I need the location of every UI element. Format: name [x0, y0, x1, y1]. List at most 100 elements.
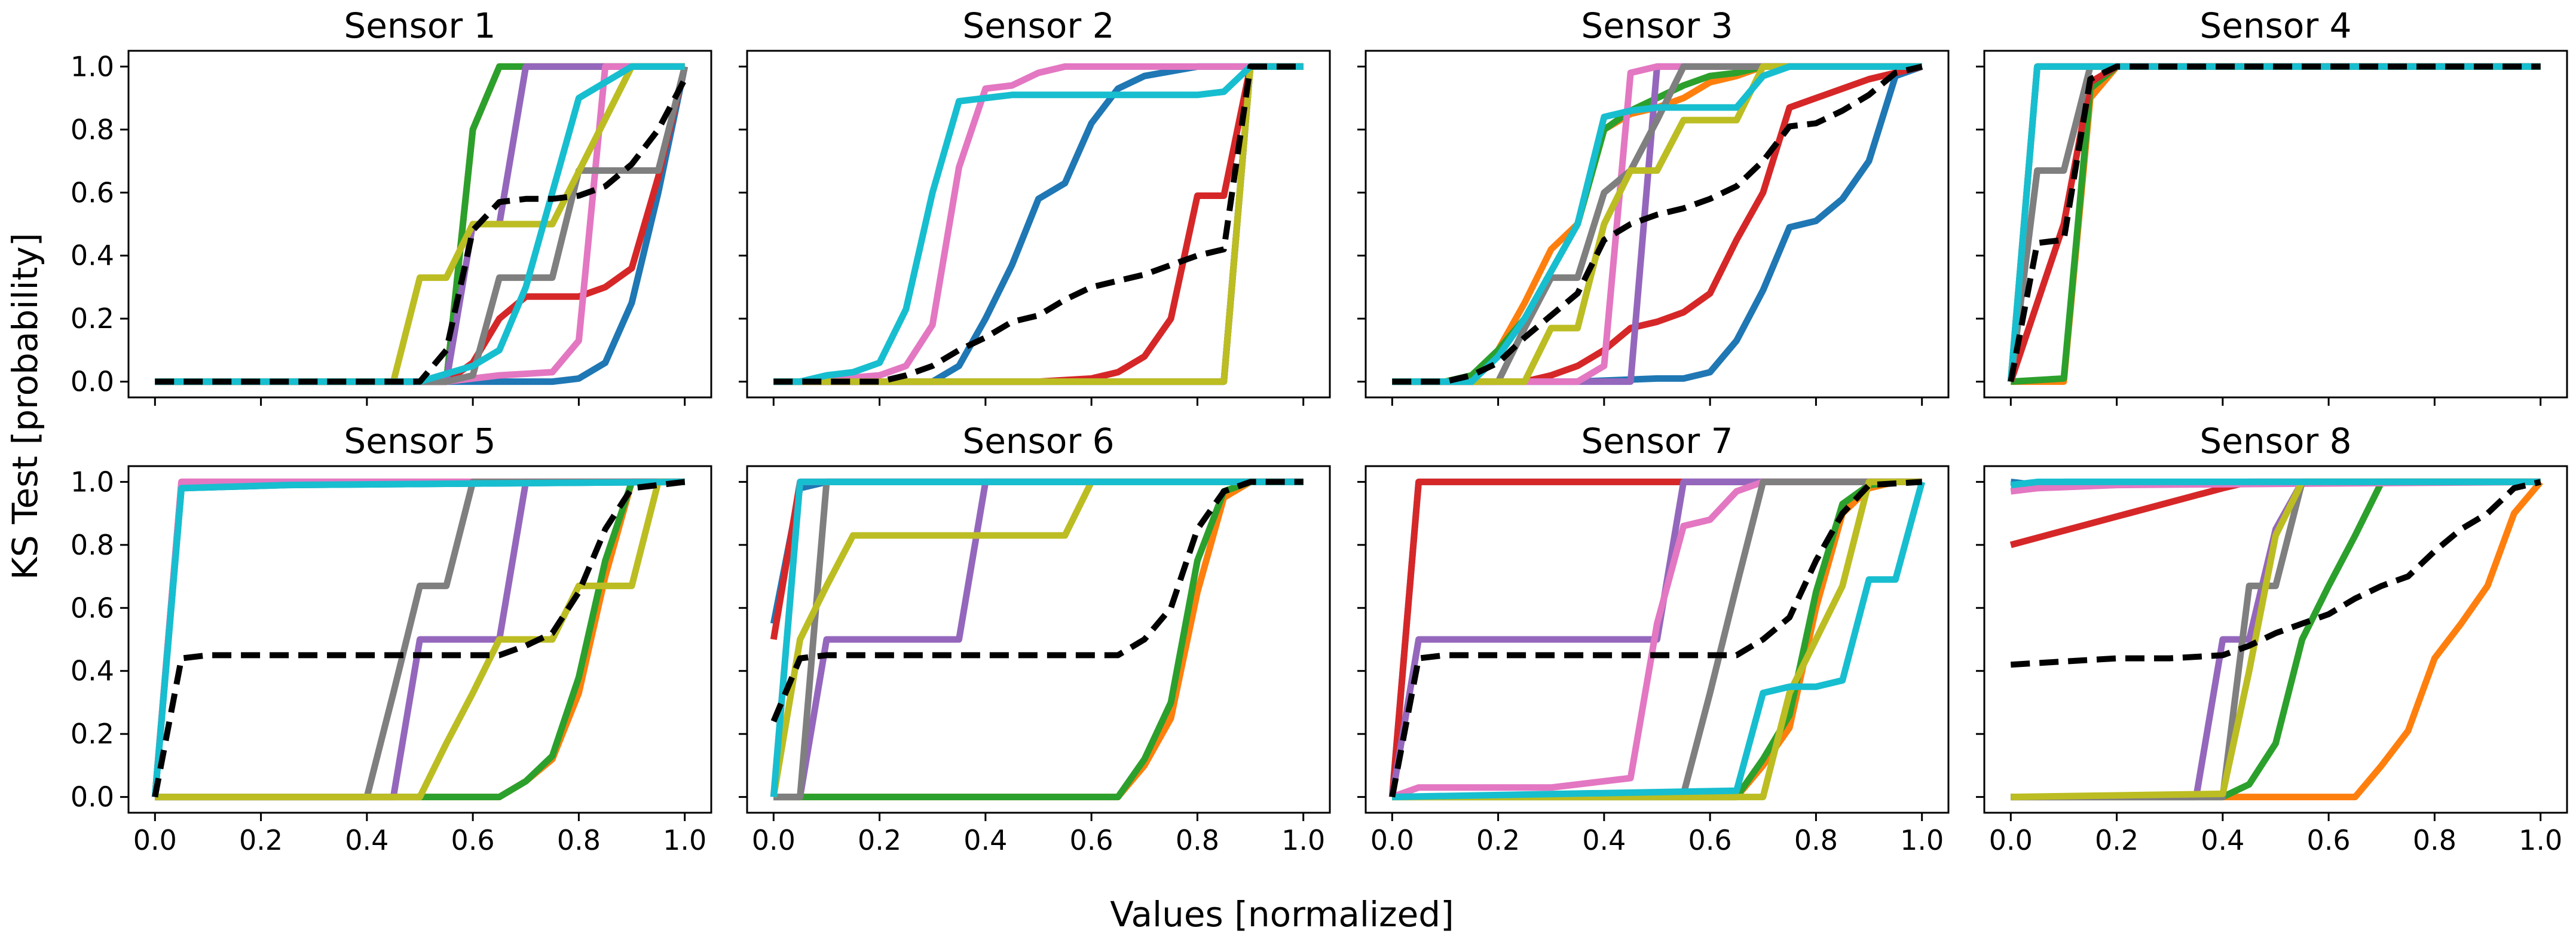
subplot-grid: Sensor 1 0.0 0.2 0.4 0.6 0.8 1.0 Sensor 2 Sensor… — [71, 5, 2568, 856]
y-tick-label: 0.4 — [71, 655, 114, 687]
plot-frame — [1365, 50, 1950, 399]
series-line-green — [2011, 478, 2541, 801]
plot-frame — [1365, 465, 1950, 814]
series-line-cyan — [155, 63, 685, 385]
series-line-cyan — [1392, 63, 1922, 385]
subplot-sensor-5: Sensor 5 0.0 0.2 0.4 0.6 0.8 1.0 0.0 0.2 0.4 0.6 0.… — [71, 421, 712, 856]
series-line-mean — [155, 78, 688, 385]
y-tick-label: 0.6 — [71, 592, 114, 624]
series-group — [773, 63, 1304, 385]
series-line-olive — [1392, 63, 1922, 385]
subplot-title: Sensor 5 — [344, 421, 495, 461]
x-tick-label: 0.0 — [752, 824, 796, 856]
series-line-olive — [155, 63, 685, 385]
series-line-blue — [1392, 63, 1923, 385]
x-tick-label: 1.0 — [1281, 824, 1325, 856]
subplot-title: Sensor 8 — [2199, 421, 2351, 461]
y-tick-label: 0.2 — [71, 302, 114, 335]
x-tick-label: 0.2 — [2095, 824, 2138, 856]
series-line-cyan — [1392, 480, 1926, 801]
subplot-sensor-2: Sensor 2 — [739, 5, 1331, 406]
series-line-gray — [1392, 63, 1922, 385]
y-tick-label: 0.8 — [71, 114, 114, 146]
subplot-title: Sensor 7 — [1581, 421, 1733, 461]
x-tick-label: 0.8 — [1176, 824, 1219, 856]
x-tick-label: 0.8 — [2413, 824, 2456, 856]
series-line-cyan — [151, 478, 685, 798]
x-axis-label: Values [normalized] — [1110, 894, 1454, 935]
series-line-cyan — [2010, 478, 2541, 489]
series-group — [2007, 63, 2541, 385]
series-group — [1388, 478, 1926, 801]
plot-frame — [746, 50, 1331, 399]
series-line-cyan — [770, 478, 1304, 798]
x-tick-label: 1.0 — [663, 824, 706, 856]
x-tick-label: 0.2 — [1476, 824, 1520, 856]
subplot-sensor-8: Sensor 8 0.0 0.2 0.4 0.6 0.8 1.0 — [1976, 421, 2568, 856]
subplot-sensor-3: Sensor 3 — [1357, 5, 1950, 406]
plot-frame — [127, 50, 712, 399]
series-line-mean — [1389, 479, 1922, 798]
series-line-pink — [1391, 478, 1922, 800]
x-tick-label: 0.6 — [1688, 824, 1732, 856]
x-tick-label: 1.0 — [2519, 824, 2562, 856]
subplot-title: Sensor 1 — [344, 5, 495, 46]
y-tick-label: 0.8 — [71, 529, 114, 561]
series-group — [155, 63, 689, 385]
x-tick-label: 0.0 — [1989, 824, 2033, 856]
series-line-green — [155, 478, 685, 801]
x-tick-label: 0.2 — [858, 824, 901, 856]
plot-frame — [746, 465, 1331, 814]
x-tick-label: 0.4 — [1582, 824, 1626, 856]
series-group — [151, 478, 686, 801]
x-tick-label: 0.2 — [239, 824, 283, 856]
plot-frame — [1983, 465, 2568, 814]
x-tick-label: 0.0 — [133, 824, 177, 856]
subplot-title: Sensor 6 — [962, 421, 1114, 461]
subplot-sensor-1: Sensor 1 0.0 0.2 0.4 0.6 0.8 1.0 — [71, 5, 712, 406]
y-tick-label: 0.6 — [71, 176, 114, 209]
x-tick-label: 0.6 — [2307, 824, 2351, 856]
series-line-red — [1392, 63, 1923, 385]
series-group — [770, 478, 1304, 801]
y-axis-label: KS Test [probability] — [5, 233, 45, 580]
plot-frame — [1983, 50, 2568, 399]
y-tick-label: 0.0 — [71, 781, 114, 813]
series-group — [1392, 63, 1923, 385]
subplot-title: Sensor 3 — [1581, 5, 1733, 46]
x-tick-label: 0.4 — [963, 824, 1007, 856]
y-tick-label: 1.0 — [71, 50, 114, 82]
y-tick-label: 1.0 — [71, 466, 114, 498]
y-tick-label: 0.0 — [71, 366, 114, 398]
series-line-mean — [773, 63, 1304, 385]
y-tick-label: 0.4 — [71, 240, 114, 272]
subplot-sensor-7: Sensor 7 0.0 0.2 0.4 0.6 0.8 1.0 — [1357, 421, 1950, 856]
series-line-mean — [2011, 479, 2541, 668]
plot-frame — [127, 465, 712, 814]
x-tick-label: 0.4 — [345, 824, 388, 856]
series-line-blue — [773, 63, 1304, 385]
subplot-title: Sensor 4 — [2199, 5, 2351, 46]
series-line-mean — [1392, 63, 1923, 385]
subplot-title: Sensor 2 — [962, 5, 1114, 46]
series-line-pink — [773, 63, 1304, 385]
y-tick-label: 0.2 — [71, 718, 114, 750]
x-tick-label: 0.8 — [557, 824, 601, 856]
x-tick-label: 0.6 — [1070, 824, 1113, 856]
series-group — [2009, 478, 2543, 801]
series-line-mean — [770, 479, 1304, 723]
series-line-cyan — [773, 63, 1304, 385]
x-tick-label: 0.8 — [1794, 824, 1838, 856]
subplot-sensor-6: Sensor 6 0.0 0.2 0.4 0.6 0.8 1.0 — [739, 421, 1331, 856]
series-line-orange — [2011, 479, 2543, 801]
x-tick-label: 0.4 — [2201, 824, 2244, 856]
series-line-mean — [152, 479, 686, 798]
x-tick-label: 1.0 — [1900, 824, 1944, 856]
series-line-mean — [2008, 63, 2541, 382]
subplot-sensor-4: Sensor 4 — [1976, 5, 2568, 406]
x-tick-label: 0.6 — [451, 824, 495, 856]
series-line-gray — [155, 66, 689, 385]
x-tick-label: 0.0 — [1370, 824, 1414, 856]
